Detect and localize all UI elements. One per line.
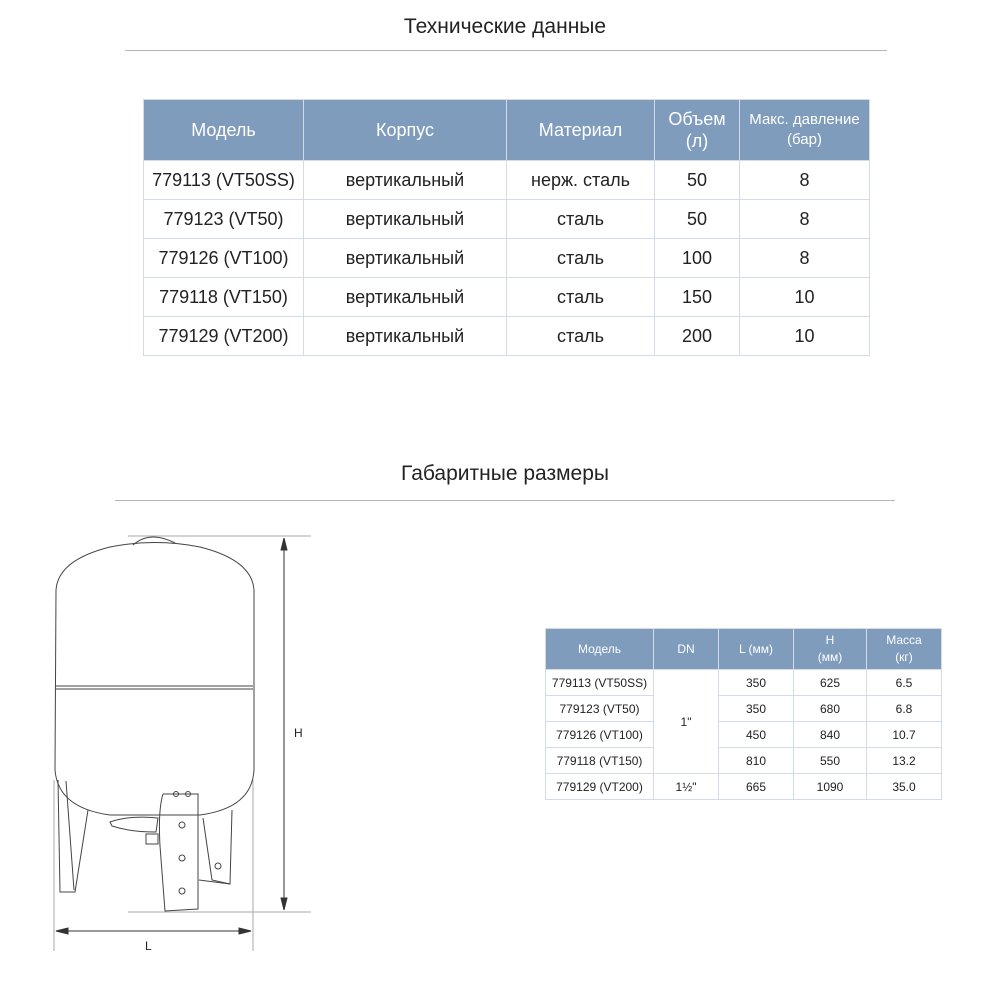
table-cell: 625 [793, 669, 867, 696]
table-cell: вертикальный [303, 160, 507, 200]
table-header-row: Модель Корпус Материал Объем (л) Макс. д… [143, 99, 870, 161]
table-cell: 35.0 [866, 773, 942, 800]
table-cell: вертикальный [303, 199, 507, 239]
table-cell: нерж. сталь [506, 160, 655, 200]
height-label: H [294, 726, 303, 740]
table-cell: 100 [654, 238, 740, 278]
col-header: Макс. давление (бар) [739, 99, 870, 161]
table-header-row: Модель DN L (мм) H (мм) Масса (кг) [545, 628, 942, 670]
tech-divider [125, 50, 887, 51]
table-cell: 6.8 [866, 695, 942, 722]
table-cell: 8 [739, 199, 870, 239]
table-cell: сталь [506, 316, 655, 356]
table-row: 779113 (VT50SS) вертикальный нерж. сталь 50… [143, 160, 870, 200]
dn-cell: 1½" [653, 773, 719, 800]
table-cell: 10.7 [866, 721, 942, 748]
col-header: Масса (кг) [866, 628, 942, 670]
table-row: 779123 (VT50) 350 680 6.8 [545, 695, 942, 722]
table-cell: вертикальный [303, 238, 507, 278]
length-label: L [145, 939, 152, 953]
table-cell: сталь [506, 277, 655, 317]
dn-cell: 1" [653, 669, 719, 774]
dimension-lines [53, 535, 311, 951]
col-header: Объем (л) [654, 99, 740, 161]
table-cell: 13.2 [866, 747, 942, 774]
table-cell: 350 [718, 695, 794, 722]
table-cell: 840 [793, 721, 867, 748]
table-cell: 550 [793, 747, 867, 774]
table-cell: сталь [506, 238, 655, 278]
table-cell: вертикальный [303, 277, 507, 317]
table-row: 779129 (VT200) вертикальный сталь 200 10 [143, 316, 870, 356]
table-row: 779126 (VT100) 450 840 10.7 [545, 721, 942, 748]
dims-divider [115, 500, 895, 501]
col-header: L (мм) [718, 628, 794, 670]
table-cell: 779129 (VT200) [143, 316, 304, 356]
table-row: 779123 (VT50) вертикальный сталь 50 8 [143, 199, 870, 239]
table-cell: вертикальный [303, 316, 507, 356]
col-header: Модель [143, 99, 304, 161]
tank-body [54, 536, 255, 912]
table-cell: 810 [718, 747, 794, 774]
tech-title: Технические данные [403, 15, 607, 38]
col-header: Материал [506, 99, 655, 161]
table-cell: 779123 (VT50) [545, 695, 654, 722]
table-cell: 779113 (VT50SS) [143, 160, 304, 200]
table-cell: 779126 (VT100) [545, 721, 654, 748]
table-row: 779129 (VT200) 1½" 665 1090 35.0 [545, 773, 942, 800]
table-row: 779113 (VT50SS) 1" 350 625 6.5 [545, 669, 942, 774]
table-cell: 350 [718, 669, 794, 696]
table-cell: 10 [739, 277, 870, 317]
dims-title: Габаритные размеры [401, 462, 609, 485]
col-header: DN [653, 628, 719, 670]
col-header: H (мм) [793, 628, 867, 670]
table-cell: 680 [793, 695, 867, 722]
table-cell: 10 [739, 316, 870, 356]
table-row: 779118 (VT150) вертикальный сталь 150 10 [143, 277, 870, 317]
table-row: 779118 (VT150) 810 550 13.2 [545, 747, 942, 774]
table-cell: 150 [654, 277, 740, 317]
col-header: Модель [545, 628, 654, 670]
table-cell: 50 [654, 160, 740, 200]
table-cell: 779118 (VT150) [545, 747, 654, 774]
table-cell: 779113 (VT50SS) [545, 669, 654, 696]
dimension-arrows [55, 537, 288, 935]
table-cell: 450 [718, 721, 794, 748]
table-cell: 779123 (VT50) [143, 199, 304, 239]
table-cell: 779118 (VT150) [143, 277, 304, 317]
table-cell: 1090 [793, 773, 867, 800]
table-cell: 665 [718, 773, 794, 800]
dims-table: Модель DN L (мм) H (мм) Масса (кг) 77911… [545, 628, 942, 800]
table-cell: 8 [739, 160, 870, 200]
table-cell: 200 [654, 316, 740, 356]
table-cell: 6.5 [866, 669, 942, 696]
table-cell: 779129 (VT200) [545, 773, 654, 800]
tech-table: Модель Корпус Материал Объем (л) Макс. д… [143, 99, 870, 356]
col-header: Корпус [303, 99, 507, 161]
